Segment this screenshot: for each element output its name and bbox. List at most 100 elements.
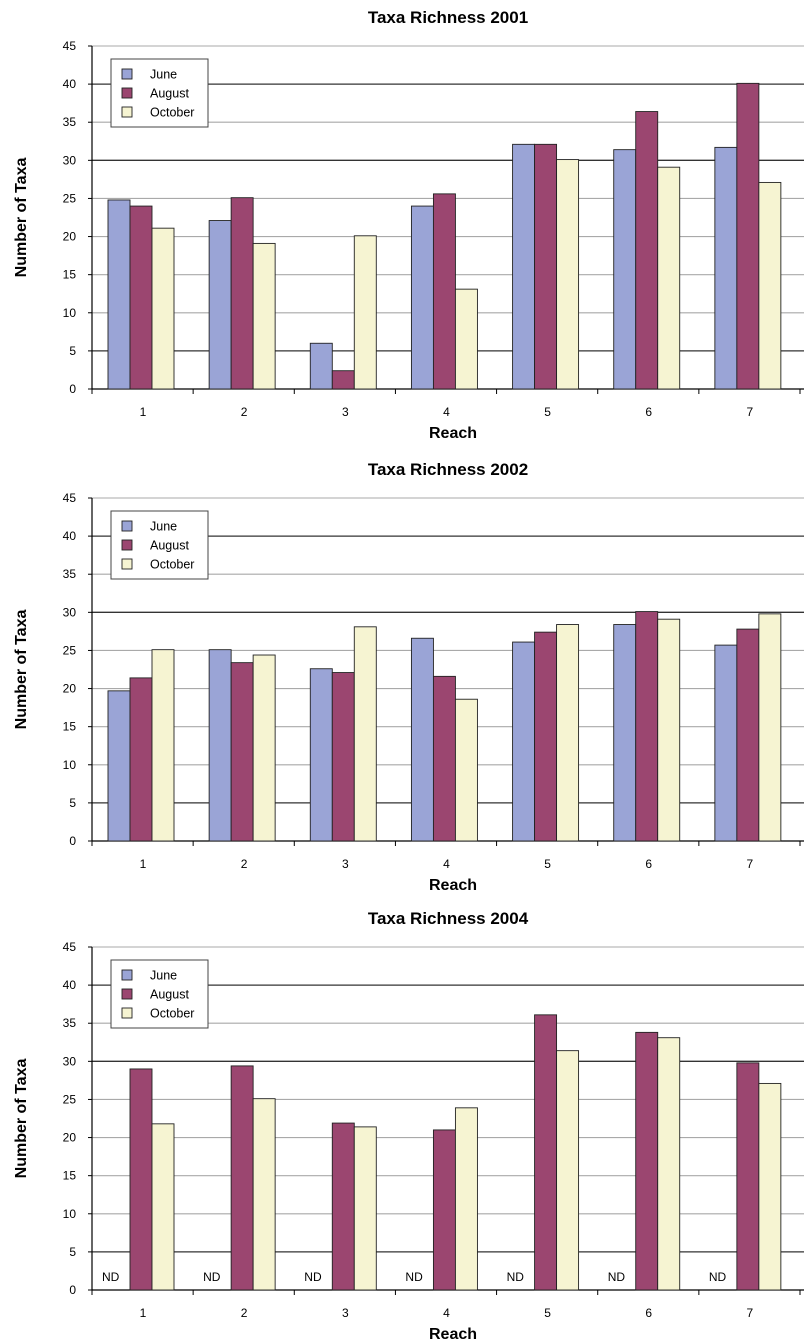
y-tick-label: 10: [63, 758, 77, 772]
legend-swatch-october: [121, 1007, 133, 1019]
y-tick-label: 45: [63, 39, 77, 53]
legend-swatch-august: [121, 539, 133, 551]
no-data-label: ND: [507, 1270, 525, 1284]
y-tick-label: 25: [63, 643, 77, 657]
legend-swatch-june: [121, 969, 133, 981]
y-tick-label: 35: [63, 1016, 77, 1030]
x-tick-label: 7: [747, 405, 754, 419]
y-tick-label: 20: [63, 230, 77, 244]
bar-june-reach-2: [208, 220, 232, 390]
y-tick-label: 20: [63, 1131, 77, 1145]
legend-label-august: August: [150, 87, 189, 101]
bar-june-reach-1: [107, 199, 131, 390]
chart-taxa-richness-2001: Taxa Richness 2001 0 5 10 15 20 25 30 35 40 45 1 2 3 4…: [0, 0, 804, 440]
bar-october-reach-5: [556, 159, 580, 390]
x-tick-label: 4: [443, 405, 450, 419]
legend-swatch-august: [121, 87, 133, 99]
bar-june-reach-5: [512, 641, 536, 842]
x-tick-label: 4: [443, 857, 450, 871]
legend-label-august: August: [150, 988, 189, 1002]
bar-august-reach-4: [432, 675, 456, 842]
bar-october-reach-2: [252, 654, 276, 842]
bar-august-reach-7: [736, 628, 760, 842]
bar-october-reach-3: [353, 626, 377, 842]
y-tick-label: 5: [69, 796, 76, 810]
no-data-label: ND: [102, 1270, 120, 1284]
x-tick-label: 2: [241, 1306, 248, 1320]
x-tick-label: 1: [140, 405, 147, 419]
x-tick-label: 5: [544, 857, 551, 871]
bar-october-reach-2: [252, 242, 276, 390]
bar-june-reach-4: [410, 637, 434, 842]
x-tick-label: 1: [140, 1306, 147, 1320]
y-axis-label: Number of Taxa: [13, 158, 30, 278]
bar-august-reach-3: [331, 370, 355, 390]
bar-june-reach-7: [714, 644, 738, 842]
y-tick-label: 40: [63, 77, 77, 91]
chart-taxa-richness-2002: Taxa Richness 2002 0 5 10 15 20 25 30 35 40 45 1 2 3 4…: [0, 452, 804, 892]
y-tick-label: 40: [63, 529, 77, 543]
bar-october-reach-1: [151, 227, 175, 390]
bar-august-reach-2: [230, 1065, 254, 1291]
bar-june-reach-1: [107, 690, 131, 842]
y-tick-label: 0: [69, 382, 76, 396]
x-tick-label: 2: [241, 405, 248, 419]
x-axis-label: Reach: [429, 425, 477, 440]
legend-swatch-june: [121, 520, 133, 532]
bar-august-reach-4: [432, 193, 456, 390]
bar-june-reach-5: [512, 143, 536, 390]
x-tick-label: 7: [747, 857, 754, 871]
bar-october-reach-4: [454, 1107, 478, 1291]
y-tick-label: 30: [63, 153, 77, 167]
bar-august-reach-2: [230, 197, 254, 390]
x-tick-label: 5: [544, 1306, 551, 1320]
bar-june-reach-7: [714, 146, 738, 390]
legend-label-october: October: [150, 558, 194, 572]
bar-august-reach-5: [534, 631, 558, 842]
y-tick-label: 5: [69, 1245, 76, 1259]
no-data-label: ND: [608, 1270, 626, 1284]
bar-august-reach-7: [736, 82, 760, 390]
bar-october-reach-5: [556, 1050, 580, 1291]
y-tick-label: 30: [63, 1054, 77, 1068]
bar-october-reach-1: [151, 1123, 175, 1291]
bar-august-reach-7: [736, 1062, 760, 1291]
bar-october-reach-1: [151, 649, 175, 842]
legend-swatch-october: [121, 106, 133, 118]
y-tick-label: 15: [63, 268, 77, 282]
legend-swatch-june: [121, 68, 133, 80]
chart-title: Taxa Richness 2002: [368, 460, 528, 479]
chart-title: Taxa Richness 2004: [368, 909, 529, 928]
bar-august-reach-4: [432, 1129, 456, 1291]
bar-june-reach-4: [410, 205, 434, 390]
x-tick-label: 1: [140, 857, 147, 871]
bar-august-reach-1: [129, 677, 153, 842]
y-tick-label: 15: [63, 1169, 77, 1183]
x-tick-label: 5: [544, 405, 551, 419]
y-axis-label: Number of Taxa: [13, 1059, 30, 1179]
bar-october-reach-4: [454, 698, 478, 842]
y-tick-label: 15: [63, 720, 77, 734]
y-axis-label: Number of Taxa: [13, 610, 30, 730]
no-data-label: ND: [405, 1270, 423, 1284]
y-tick-label: 35: [63, 115, 77, 129]
bar-august-reach-5: [534, 1014, 558, 1291]
bar-june-reach-6: [613, 624, 637, 842]
x-tick-label: 6: [645, 405, 652, 419]
bar-october-reach-6: [657, 618, 681, 842]
bar-october-reach-3: [353, 235, 377, 390]
x-tick-label: 2: [241, 857, 248, 871]
bar-june-reach-3: [309, 342, 333, 390]
legend-label-october: October: [150, 1007, 194, 1021]
x-tick-label: 4: [443, 1306, 450, 1320]
bar-august-reach-1: [129, 205, 153, 390]
bar-june-reach-3: [309, 668, 333, 842]
bar-october-reach-6: [657, 166, 681, 390]
legend-swatch-august: [121, 988, 133, 1000]
bar-august-reach-5: [534, 143, 558, 390]
bar-august-reach-1: [129, 1068, 153, 1291]
x-axis-label: Reach: [429, 1326, 477, 1341]
legend-swatch-october: [121, 558, 133, 570]
y-tick-label: 40: [63, 978, 77, 992]
